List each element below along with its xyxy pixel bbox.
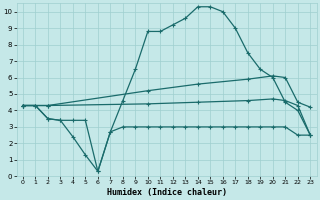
X-axis label: Humidex (Indice chaleur): Humidex (Indice chaleur) bbox=[107, 188, 227, 197]
